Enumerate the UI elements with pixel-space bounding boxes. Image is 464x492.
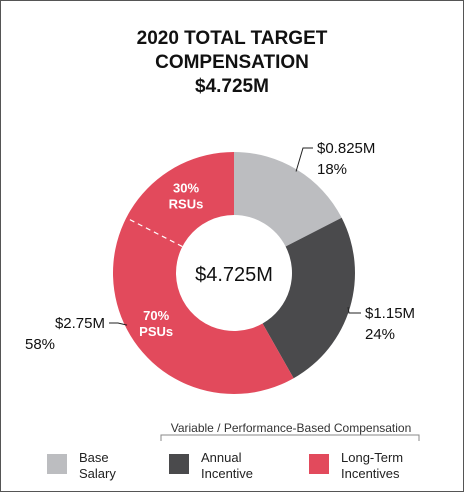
leader-line-base [295,147,313,172]
rsu-label: RSUs [169,196,204,211]
chart-title-total: $4.725M [195,76,269,97]
psu-label: PSUs [139,324,173,339]
chart-title-line-1: 2020 TOTAL TARGET [136,28,328,49]
legend-swatch-annual-incentive [169,454,189,474]
value-label-base: $0.825M [317,140,375,157]
legend-label-long-term-incentives: Long-Term Incentives [341,450,404,481]
donut-slice-lti [112,152,294,395]
bracket-label: Variable / Performance-Based Compensatio… [170,421,412,435]
leader-line-lti [109,322,128,326]
percent-label-lti: 58% [25,336,55,353]
donut-center-label: $4.725M [195,264,273,286]
donut-slice-base [234,152,342,247]
rsu-percent-label: 30% [173,180,199,195]
value-label-lti: $2.75M [55,315,105,332]
legend-label-annual-incentive: Annual Incentive [201,450,254,481]
value-label-annual: $1.15M [365,305,415,322]
legend-label-base-salary: Base Salary [79,450,116,481]
legend-swatch-base-salary [47,454,67,474]
donut-slice-annual [262,217,355,379]
chart-title-line-2: COMPENSATION [155,52,309,73]
percent-label-annual: 24% [365,326,395,343]
psu-percent-label: 70% [143,308,169,323]
leader-line-annual [347,307,361,314]
percent-label-base: 18% [317,161,347,178]
legend-swatch-long-term-incentives [309,454,329,474]
rsu-psu-divider [126,217,183,248]
variable-comp-bracket [160,434,420,441]
